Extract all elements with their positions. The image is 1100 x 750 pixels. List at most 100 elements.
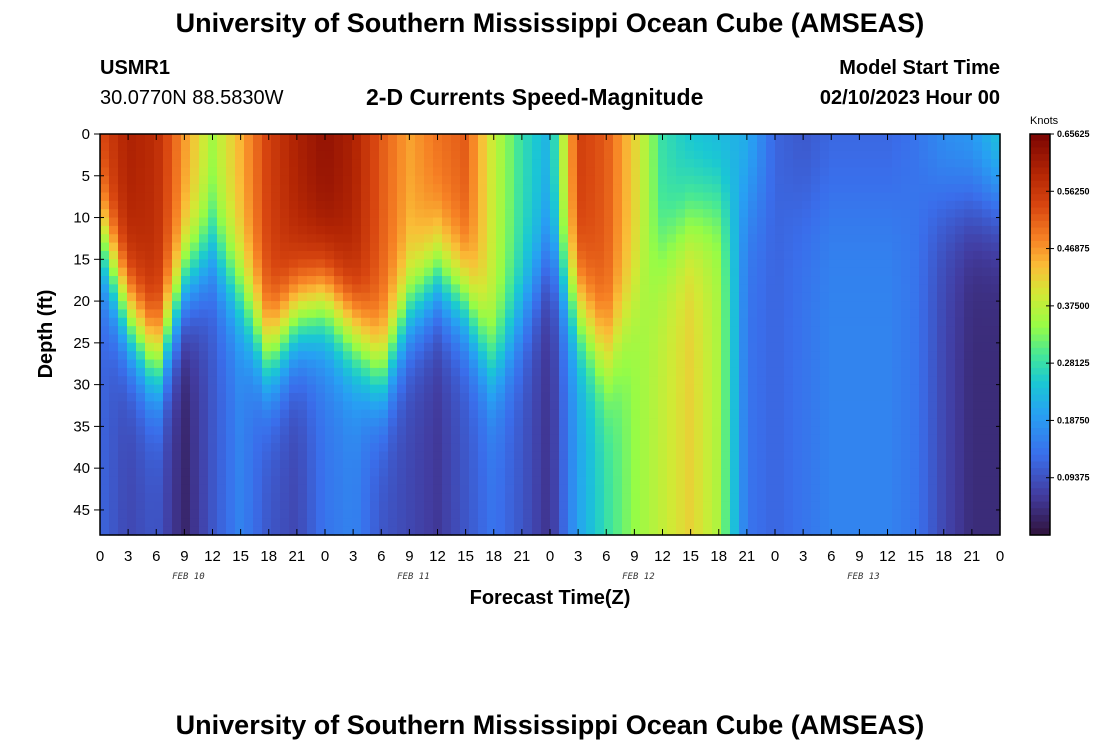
- heatmap-cell: [865, 301, 875, 311]
- heatmap-cell: [640, 309, 650, 319]
- heatmap-cell: [181, 526, 191, 536]
- heatmap-cell: [613, 167, 623, 177]
- heatmap-cell: [955, 225, 965, 235]
- heatmap-cell: [847, 309, 857, 319]
- heatmap-cell: [469, 225, 479, 235]
- heatmap-cell: [226, 317, 236, 327]
- heatmap-cell: [784, 342, 794, 352]
- day-label: FEB 10: [172, 572, 205, 582]
- heatmap-cell: [523, 200, 533, 210]
- colorbar-segment: [1030, 401, 1050, 409]
- heatmap-cell: [352, 159, 362, 169]
- heatmap-cell: [937, 434, 947, 444]
- heatmap-cell: [802, 209, 812, 219]
- heatmap-cell: [298, 418, 308, 427]
- heatmap-cell: [667, 276, 677, 285]
- heatmap-cell: [532, 367, 542, 377]
- heatmap-cell: [613, 501, 623, 511]
- heatmap-cell: [829, 317, 839, 327]
- heatmap-cell: [541, 367, 551, 377]
- heatmap-cell: [478, 351, 488, 361]
- heatmap-cell: [469, 250, 479, 260]
- heatmap-cell: [235, 334, 245, 344]
- heatmap-cell: [298, 292, 308, 302]
- heatmap-cell: [478, 317, 488, 327]
- heatmap-cell: [613, 267, 623, 277]
- heatmap-cell: [424, 234, 434, 244]
- heatmap-cell: [766, 501, 776, 511]
- heatmap-cell: [154, 150, 164, 160]
- heatmap-cell: [415, 342, 425, 352]
- heatmap-cell: [136, 376, 146, 386]
- heatmap-cell: [190, 359, 200, 369]
- heatmap-cell: [901, 501, 911, 511]
- heatmap-cell: [136, 250, 146, 260]
- heatmap-cell: [559, 351, 569, 361]
- heatmap-cell: [541, 192, 551, 202]
- heatmap-cell: [766, 459, 776, 469]
- heatmap-cell: [595, 225, 605, 235]
- heatmap-cell: [136, 468, 146, 478]
- heatmap-cell: [856, 284, 866, 294]
- heatmap-cell: [739, 192, 749, 202]
- heatmap-cell: [280, 334, 290, 344]
- heatmap-cell: [649, 301, 659, 311]
- heatmap-cell: [703, 209, 713, 219]
- heatmap-cell: [298, 401, 308, 411]
- heatmap-cell: [307, 384, 317, 394]
- heatmap-cell: [190, 476, 200, 486]
- heatmap-cell: [730, 409, 740, 419]
- heatmap-cell: [595, 159, 605, 169]
- heatmap-cell: [514, 159, 524, 169]
- heatmap-cell: [712, 443, 722, 453]
- heatmap-cell: [442, 526, 452, 536]
- heatmap-cell: [487, 159, 497, 169]
- heatmap-cell: [271, 451, 281, 461]
- heatmap-cell: [739, 250, 749, 260]
- heatmap-cell: [397, 451, 407, 461]
- heatmap-cell: [577, 443, 587, 453]
- heatmap-cell: [145, 217, 155, 227]
- heatmap-cell: [577, 418, 587, 427]
- heatmap-cell: [415, 267, 425, 277]
- heatmap-cell: [550, 451, 560, 461]
- heatmap-cell: [667, 392, 677, 402]
- heatmap-cell: [208, 484, 218, 494]
- heatmap-cell: [838, 409, 848, 419]
- heatmap-cell: [271, 351, 281, 361]
- heatmap-cell: [154, 518, 164, 528]
- heatmap-cell: [811, 326, 821, 336]
- heatmap-cell: [325, 142, 335, 152]
- heatmap-cell: [595, 209, 605, 219]
- colorbar-segment: [1030, 147, 1050, 155]
- heatmap-cell: [541, 418, 551, 427]
- heatmap-cell: [361, 426, 371, 436]
- heatmap-cell: [964, 359, 974, 369]
- heatmap-cell: [928, 150, 938, 160]
- heatmap-cell: [532, 301, 542, 311]
- heatmap-cell: [451, 501, 461, 511]
- heatmap-cell: [820, 317, 830, 327]
- heatmap-cell: [829, 501, 839, 511]
- heatmap-cell: [550, 484, 560, 494]
- heatmap-cell: [217, 267, 227, 277]
- heatmap-cell: [631, 351, 641, 361]
- heatmap-cell: [829, 392, 839, 402]
- heatmap-cell: [370, 443, 380, 453]
- heatmap-cell: [613, 384, 623, 394]
- heatmap-cell: [496, 351, 506, 361]
- heatmap-cell: [919, 526, 929, 536]
- heatmap-cell: [298, 301, 308, 311]
- heatmap-cell: [757, 476, 767, 486]
- heatmap-cell: [217, 276, 227, 285]
- heatmap-cell: [847, 484, 857, 494]
- heatmap-cell: [307, 209, 317, 219]
- heatmap-cell: [721, 493, 731, 503]
- heatmap-cell: [748, 142, 758, 152]
- heatmap-cell: [280, 518, 290, 528]
- heatmap-cell: [109, 175, 119, 185]
- heatmap-cell: [622, 167, 632, 177]
- heatmap-cell: [955, 317, 965, 327]
- heatmap-cell: [892, 284, 902, 294]
- heatmap-cell: [307, 359, 317, 369]
